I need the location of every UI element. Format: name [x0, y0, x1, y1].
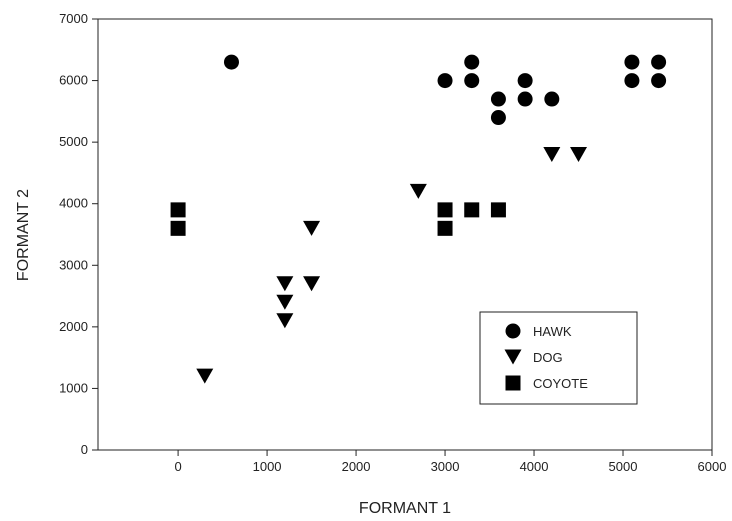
- legend: HAWK DOG COYOTE: [479, 311, 638, 405]
- legend-dog-marker: [504, 349, 522, 365]
- hawk-point: [437, 73, 453, 89]
- dog-point: [409, 183, 427, 199]
- legend-label: DOG: [533, 350, 563, 365]
- x-axis-title: FORMANT 1: [359, 500, 451, 517]
- x-tick-label: 0: [174, 459, 181, 474]
- legend-hawk-marker: [505, 323, 521, 339]
- dog-point: [303, 220, 321, 236]
- coyote-point: [464, 202, 480, 218]
- dog-point: [543, 146, 561, 162]
- data-markers: [170, 54, 667, 384]
- y-tick-label: 7000: [59, 11, 88, 26]
- x-tick-label: 1000: [253, 459, 282, 474]
- hawk-point: [490, 91, 506, 107]
- hawk-point: [223, 54, 239, 70]
- y-tick-label: 4000: [59, 196, 88, 211]
- hawk-point: [624, 73, 640, 89]
- y-tick-label: 6000: [59, 73, 88, 88]
- x-tick-label: 5000: [609, 459, 638, 474]
- y-tick-label: 0: [81, 442, 88, 457]
- hawk-point: [651, 54, 667, 70]
- x-tick-label: 4000: [520, 459, 549, 474]
- hawk-point: [517, 73, 533, 89]
- hawk-point: [464, 54, 480, 70]
- dog-point: [570, 146, 588, 162]
- dog-point: [303, 276, 321, 292]
- y-axis-ticks: 0 1000 2000 3000 4000 5000 6000 7000: [59, 11, 98, 457]
- dog-point: [196, 368, 214, 384]
- coyote-point: [437, 202, 453, 218]
- y-tick-label: 3000: [59, 257, 88, 272]
- hawk-point: [517, 91, 533, 107]
- hawk-point: [624, 54, 640, 70]
- coyote-point: [490, 202, 506, 218]
- coyote-point: [437, 220, 453, 236]
- x-tick-label: 6000: [698, 459, 727, 474]
- y-tick-label: 5000: [59, 134, 88, 149]
- legend-coyote-marker: [505, 375, 521, 391]
- x-axis-ticks: 0 1000 2000 3000 4000 5000 6000: [174, 450, 726, 474]
- hawk-point: [490, 110, 506, 126]
- x-tick-label: 3000: [431, 459, 460, 474]
- y-tick-label: 1000: [59, 380, 88, 395]
- y-axis-title: FORMANT 2: [15, 189, 32, 281]
- dog-point: [276, 313, 294, 329]
- hawk-point: [651, 73, 667, 89]
- legend-label: HAWK: [533, 324, 572, 339]
- hawk-point: [544, 91, 560, 107]
- dog-point: [276, 294, 294, 310]
- legend-label: COYOTE: [533, 376, 588, 391]
- dog-point: [276, 276, 294, 292]
- coyote-point: [170, 202, 186, 218]
- y-tick-label: 2000: [59, 319, 88, 334]
- legend-box: [479, 311, 638, 405]
- hawk-point: [464, 73, 480, 89]
- x-tick-label: 2000: [342, 459, 371, 474]
- coyote-point: [170, 220, 186, 236]
- plot-frame: [97, 18, 713, 451]
